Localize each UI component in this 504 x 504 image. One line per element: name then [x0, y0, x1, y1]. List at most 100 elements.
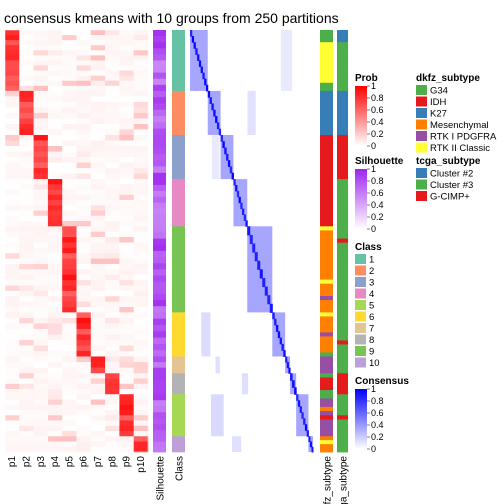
silhouette-cell [153, 337, 166, 345]
tcga-cell [337, 295, 348, 301]
prob-cell [90, 205, 106, 211]
prob-cell [47, 123, 63, 130]
prob-cell [19, 157, 34, 163]
prob-cell [19, 65, 34, 71]
prob-column-label-p7: p7 [93, 456, 104, 468]
prob-cell [47, 436, 63, 442]
silhouette-tick-label: 0.6 [371, 188, 384, 198]
prob-cell [105, 307, 120, 313]
silhouette-cell [153, 72, 166, 80]
silhouette-cell [153, 60, 166, 67]
prob-cell [90, 367, 106, 374]
prob-cell [33, 383, 49, 390]
prob-cell [105, 226, 120, 233]
consensus-tick-label: 0.6 [371, 408, 384, 418]
prob-cell [119, 362, 135, 369]
prob-cell [19, 389, 34, 395]
tcga-cell [337, 70, 348, 76]
tcga-cell [337, 213, 348, 219]
prob-cell [62, 383, 77, 390]
prob-cell [47, 446, 63, 453]
prob-cell [105, 194, 120, 201]
prob-cell [119, 85, 135, 92]
prob-cell [19, 189, 34, 196]
class-label-9: 9 [369, 347, 374, 358]
tcga-cell [337, 352, 348, 357]
dkfz-subtype-swatch-rtk-ii-classic [416, 142, 427, 153]
prob-cell [133, 280, 149, 286]
prob-cell [33, 151, 49, 158]
class-cell-9 [172, 226, 185, 313]
prob-cell [33, 146, 49, 152]
prob-cell [33, 394, 49, 400]
prob-cell [76, 373, 92, 379]
prob-cell [19, 194, 34, 201]
prob-cell [119, 247, 135, 254]
dkfz-subtype-legend-title: dkfz_subtype [416, 73, 480, 84]
prob-cell [119, 399, 135, 406]
prob-cell [133, 118, 149, 125]
prob-cell [33, 301, 49, 308]
prob-cell [5, 274, 20, 281]
prob-cell [5, 30, 20, 36]
class-cell-7 [172, 356, 185, 374]
tcga-cell [337, 110, 348, 116]
prob-cell [133, 446, 149, 453]
prob-cell [62, 312, 77, 319]
prob-cell [119, 168, 135, 174]
tcga-cell [337, 423, 348, 429]
prob-cell [90, 168, 106, 174]
prob-cell [105, 317, 120, 324]
consensus-diagonal-cell [247, 226, 251, 236]
class-swatch-10 [355, 357, 366, 368]
prob-cell [119, 367, 135, 374]
tcga-cell [337, 259, 348, 264]
prob-cell [19, 399, 34, 406]
dkfz-cell [320, 415, 333, 420]
prob-cell [19, 210, 34, 217]
prob-cell [33, 129, 49, 136]
prob-cell [19, 285, 34, 292]
prob-cell [62, 75, 77, 82]
prob-cell [62, 101, 77, 108]
prob-cell [33, 60, 49, 66]
dkfz-subtype-label-idh: IDH [430, 97, 447, 108]
prob-cell [90, 80, 106, 87]
prob-cell [90, 323, 106, 330]
prob-cell [5, 96, 20, 103]
prob-cell [47, 242, 63, 249]
prob-cell [19, 134, 34, 141]
silhouette-cell [153, 269, 166, 276]
prob-cell [33, 242, 49, 249]
consensus-diagonal-cell [288, 367, 291, 374]
prob-cell [76, 205, 92, 211]
prob-cell [90, 221, 106, 227]
prob-cell [33, 107, 49, 114]
consensus-diagonal-cell [222, 141, 225, 149]
prob-cell [105, 237, 120, 243]
dkfz-cell [320, 118, 333, 124]
prob-cell [76, 112, 92, 119]
prob-cell [90, 40, 106, 46]
prob-cell [133, 253, 149, 259]
prob-cell [119, 134, 135, 141]
prob-cell [62, 55, 77, 61]
silhouette-cell [153, 238, 166, 246]
prob-cell [62, 301, 77, 308]
prob-cell [76, 146, 92, 152]
dkfz-cell [320, 209, 333, 214]
prob-cell [5, 146, 20, 152]
prob-cell [133, 307, 149, 313]
prob-cell [5, 389, 20, 395]
prob-cell [5, 45, 20, 51]
prob-cell [5, 157, 20, 163]
prob-cell [47, 280, 63, 286]
prob-cell [47, 231, 63, 238]
prob-cell [62, 253, 77, 259]
prob-cell [76, 173, 92, 180]
dkfz-cell [320, 283, 333, 289]
consensus-diagonal-cell [200, 66, 203, 74]
dkfz-cell [320, 402, 333, 408]
consensus-diagonal-cell [204, 78, 207, 86]
